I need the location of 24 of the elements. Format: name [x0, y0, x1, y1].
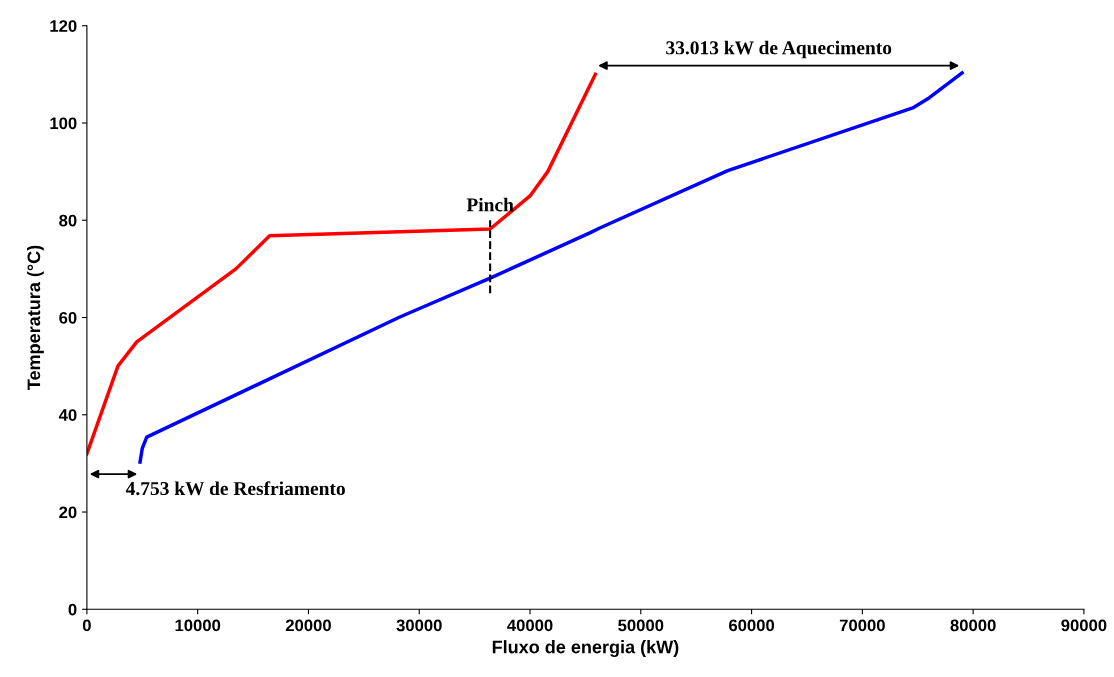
x-tick-label: 60000 [729, 619, 775, 632]
y-tick-label: 120 [50, 20, 77, 32]
annotation: Pinch [466, 197, 514, 212]
annotation: 33.013 kW de Aquecimento [666, 40, 892, 59]
y-tick-label: 100 [50, 117, 77, 130]
y-tick-label: 20 [59, 506, 77, 519]
y-tick-label: 80 [59, 214, 77, 227]
annotation: 4.753 kW de Resfriamento [125, 481, 345, 496]
x-tick-label: 70000 [839, 619, 885, 632]
y-tick-label: 0 [68, 603, 77, 616]
line-series [86, 72, 598, 456]
x-axis-title: Fluxo de energia (kW) [492, 640, 679, 658]
x-tick-label: 80000 [950, 619, 996, 632]
x-tick-label: 90000 [1061, 619, 1107, 632]
x-tick-label: 50000 [618, 619, 664, 632]
x-tick-label: 20000 [285, 619, 331, 632]
line-series [138, 71, 964, 464]
y-tick-label: 40 [58, 409, 77, 421]
y-axis-title: Temperatura (°C) [26, 245, 44, 390]
x-tick-label: 10000 [175, 619, 221, 632]
x-tick-label: 30000 [396, 619, 442, 632]
y-tick-label: 60 [59, 311, 77, 324]
x-tick-label: 0 [82, 619, 91, 632]
x-tick-label: 40000 [507, 619, 553, 632]
